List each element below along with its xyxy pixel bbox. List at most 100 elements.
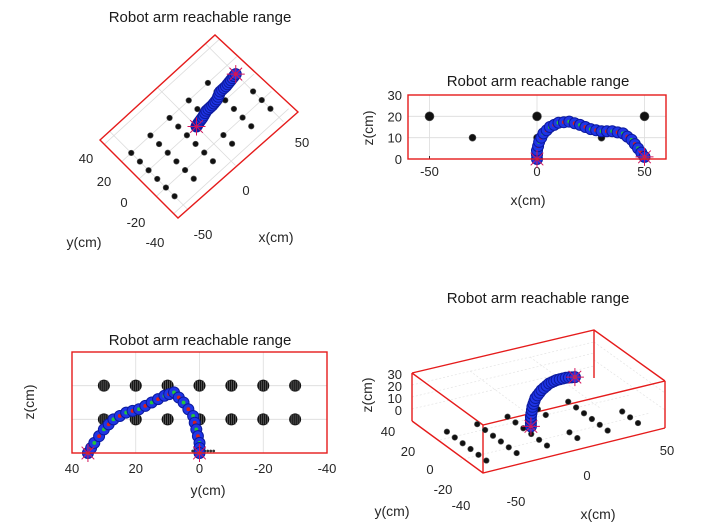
- z-tick: 20: [388, 379, 402, 394]
- y-tick: -20: [127, 215, 146, 230]
- obstacle-point: [474, 421, 481, 428]
- panel-3d-top-y-ticks: 40 20 0 -20 -40: [79, 151, 165, 250]
- panel-yz-ylabel: z(cm): [21, 385, 37, 420]
- obstacle-point: [459, 440, 466, 447]
- panel-yz-title: Robot arm reachable range: [109, 332, 292, 349]
- obstacle-point: [504, 413, 511, 420]
- panel-3d-zlabel: z(cm): [359, 378, 375, 413]
- obstacle-point: [225, 379, 238, 392]
- obstacle-point: [505, 444, 512, 451]
- endpoint-star: [637, 150, 652, 164]
- obstacle-point: [248, 123, 255, 130]
- obstacle-point: [97, 379, 110, 392]
- y-tick: -40: [452, 498, 471, 513]
- panel-3d-top-obstacles: [128, 79, 274, 200]
- obstacle-point: [489, 432, 497, 439]
- z-tick: 30: [388, 367, 402, 382]
- z-tick: 0: [395, 403, 402, 418]
- x-tick: 50: [637, 164, 651, 179]
- obstacle-point: [190, 175, 197, 182]
- obstacle-point: [543, 442, 551, 449]
- obstacle-point: [424, 111, 435, 122]
- panel-yz-axes-box: [71, 351, 328, 454]
- x-tick: 50: [295, 135, 309, 150]
- panel-3d-ylabel: y(cm): [375, 503, 410, 519]
- obstacle-point: [467, 445, 474, 453]
- obstacle-point: [497, 438, 504, 445]
- obstacle-point: [147, 132, 154, 139]
- obstacle-point: [162, 184, 170, 191]
- obstacle-point: [161, 413, 174, 426]
- panel-3d-obstacles: [443, 398, 642, 464]
- y-tick: 0: [426, 462, 433, 477]
- panel-3d-y-ticks: 40 20 0 -20 -40: [381, 424, 471, 513]
- x-tick: 50: [660, 443, 674, 458]
- arm-joint: [92, 440, 97, 445]
- panel-xz-ylabel: z(cm): [360, 111, 376, 146]
- x-tick: -20: [254, 461, 273, 476]
- obstacle-point: [267, 105, 274, 112]
- obstacle-point: [574, 434, 581, 442]
- x-tick: -50: [420, 164, 439, 179]
- obstacle-point: [634, 419, 642, 427]
- obstacle-point: [230, 105, 238, 113]
- panel-3d-axes-box: [411, 329, 666, 474]
- panel-3d: Robot arm reachable range 30 20 10: [359, 290, 674, 522]
- obstacle-point: [573, 404, 580, 411]
- ground-dot: [209, 449, 213, 453]
- y-tick: 30: [388, 88, 402, 103]
- x-tick: -40: [318, 461, 337, 476]
- obstacle-point: [443, 428, 450, 435]
- obstacle-point: [192, 140, 199, 148]
- obstacle-point: [128, 149, 135, 157]
- obstacle-point: [183, 132, 191, 139]
- panel-xz-axes-box: [407, 94, 667, 160]
- obstacle-point: [164, 149, 171, 156]
- y-tick: 40: [381, 424, 395, 439]
- obstacle-point: [181, 166, 189, 174]
- arm-joint: [186, 407, 191, 412]
- ground-dot: [206, 449, 210, 453]
- panel-xz-xlabel: x(cm): [511, 192, 546, 208]
- obstacle-point: [588, 415, 595, 423]
- y-tick: 20: [97, 174, 111, 189]
- panel-3d-arm-path: [521, 368, 584, 436]
- obstacle-point: [239, 114, 246, 121]
- obstacle-point: [201, 149, 208, 156]
- obstacle-point: [483, 457, 490, 464]
- arm-joint: [181, 400, 186, 405]
- panel-yz-arm-path: [78, 386, 209, 462]
- x-tick: 0: [242, 183, 249, 198]
- panel-3d-title: Robot arm reachable range: [447, 290, 630, 307]
- panel-3d-xlabel: x(cm): [581, 506, 616, 522]
- obstacle-point: [166, 114, 173, 122]
- obstacle-point: [532, 111, 542, 122]
- x-tick: -50: [194, 227, 213, 242]
- panel-yz-xlabel: y(cm): [191, 482, 226, 498]
- x-tick: -50: [507, 494, 526, 509]
- panel-xz-arm-path: [528, 115, 654, 168]
- obstacle-point: [228, 140, 236, 147]
- obstacle-point: [536, 436, 543, 443]
- obstacle-point: [627, 414, 634, 421]
- obstacle-point: [639, 111, 650, 122]
- obstacle-point: [136, 158, 144, 165]
- obstacle-point: [154, 175, 161, 183]
- arm-joint: [97, 434, 102, 439]
- panel-3d-top-arm-path: [187, 65, 245, 136]
- y-tick: 20: [401, 444, 415, 459]
- obstacle-point: [194, 105, 201, 113]
- panel-3d-z-ticks: 30 20 10 0: [388, 367, 402, 418]
- z-tick: 10: [388, 391, 402, 406]
- y-tick: 20: [388, 109, 402, 124]
- obstacle-point: [289, 413, 302, 426]
- x-tick: 0: [533, 164, 540, 179]
- obstacle-point: [173, 158, 180, 165]
- panel-3d-top-axes-box: [98, 34, 300, 219]
- y-tick: 40: [79, 151, 93, 166]
- obstacle-point: [171, 193, 178, 200]
- obstacle-point: [204, 79, 212, 87]
- obstacle-point: [193, 379, 206, 392]
- x-tick: 0: [583, 468, 590, 483]
- ground-dot: [212, 449, 216, 453]
